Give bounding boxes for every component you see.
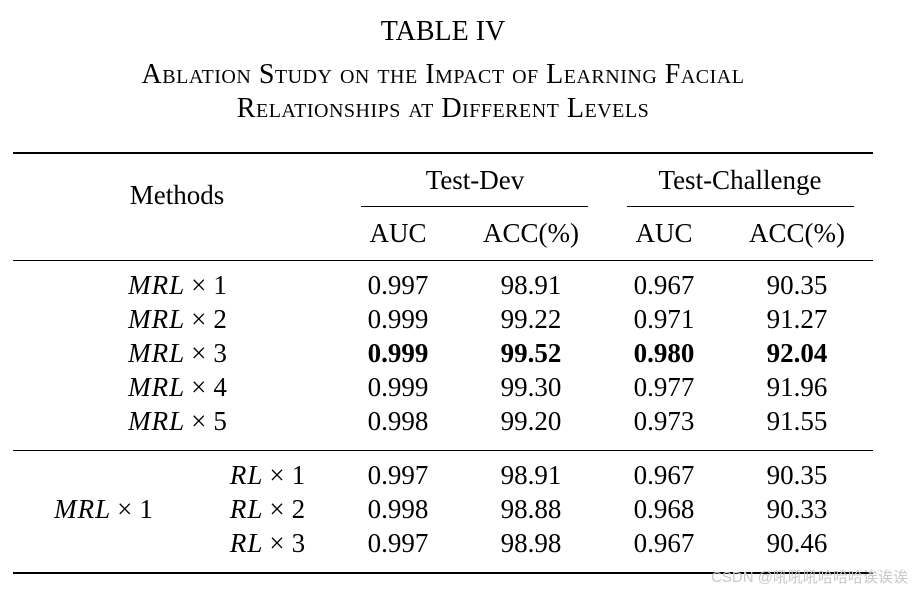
table-caption-line-2: Relationships at Different Levels xyxy=(236,93,650,124)
cell-dev-acc-best: 99.52 xyxy=(500,338,562,368)
cell-challenge-acc: 90.33 xyxy=(766,494,828,524)
header-dev-auc: AUC xyxy=(369,218,427,248)
cell-dev-acc: 98.88 xyxy=(500,494,562,524)
header-test-challenge: Test-Challenge xyxy=(658,165,822,195)
csdn-watermark: CSDN @吼吼吼哈哈哈诶诶诶 xyxy=(711,569,908,586)
cell-dev-acc: 98.98 xyxy=(500,528,562,558)
cell-challenge-acc: 90.46 xyxy=(766,528,828,558)
cell-dev-acc: 98.91 xyxy=(500,460,562,490)
header-challenge-auc: AUC xyxy=(635,218,693,248)
method-label: MRL × 5 xyxy=(128,406,228,436)
cell-dev-acc: 99.20 xyxy=(500,406,562,436)
cell-dev-auc: 0.998 xyxy=(367,494,429,524)
cell-challenge-acc: 90.35 xyxy=(766,460,828,490)
cell-challenge-acc: 91.55 xyxy=(766,406,828,436)
cell-dev-acc: 99.30 xyxy=(500,372,562,402)
header-test-dev: Test-Dev xyxy=(425,165,525,195)
cell-dev-acc: 99.22 xyxy=(500,304,562,334)
bottom-rule xyxy=(13,572,873,574)
cell-dev-auc: 0.997 xyxy=(367,460,429,490)
header-methods: Methods xyxy=(129,180,225,210)
cell-challenge-auc: 0.967 xyxy=(633,528,695,558)
cell-challenge-auc: 0.973 xyxy=(633,406,695,436)
cell-challenge-auc-best: 0.980 xyxy=(633,338,695,368)
table-caption-line-1: Ablation Study on the Impact of Learning… xyxy=(141,59,745,90)
cell-dev-auc: 0.998 xyxy=(367,406,429,436)
cell-challenge-auc: 0.968 xyxy=(633,494,695,524)
cell-dev-auc: 0.997 xyxy=(367,270,429,300)
sub-method-label: RL × 2 xyxy=(229,494,307,524)
cell-challenge-acc: 91.27 xyxy=(766,304,828,334)
top-rule xyxy=(13,152,873,154)
method-label: MRL × 3 xyxy=(128,338,228,368)
sub-method-label: RL × 3 xyxy=(229,528,307,558)
cell-dev-acc: 98.91 xyxy=(500,270,562,300)
cell-dev-auc: 0.999 xyxy=(367,304,429,334)
cell-dev-auc-best: 0.999 xyxy=(367,338,429,368)
cell-challenge-auc: 0.967 xyxy=(633,460,695,490)
test-dev-cmidrule xyxy=(361,206,588,207)
method-label: MRL × 2 xyxy=(128,304,228,334)
cell-challenge-acc: 90.35 xyxy=(766,270,828,300)
test-challenge-cmidrule xyxy=(627,206,854,207)
header-dev-acc: ACC(%) xyxy=(483,218,579,248)
cell-challenge-acc-best: 92.04 xyxy=(766,338,828,368)
method-label: MRL × 4 xyxy=(128,372,228,402)
cell-dev-auc: 0.999 xyxy=(367,372,429,402)
cell-challenge-acc: 91.96 xyxy=(766,372,828,402)
header-challenge-acc: ACC(%) xyxy=(749,218,845,248)
method-label: MRL × 1 xyxy=(128,270,228,300)
cell-challenge-auc: 0.977 xyxy=(633,372,695,402)
section-rule xyxy=(13,450,873,451)
table-label: TABLE IV xyxy=(380,16,506,47)
cell-challenge-auc: 0.971 xyxy=(633,304,695,334)
group-method-label: MRL × 1 xyxy=(54,494,154,524)
cell-dev-auc: 0.997 xyxy=(367,528,429,558)
sub-method-label: RL × 1 xyxy=(229,460,307,490)
header-rule xyxy=(13,260,873,261)
cell-challenge-auc: 0.967 xyxy=(633,270,695,300)
